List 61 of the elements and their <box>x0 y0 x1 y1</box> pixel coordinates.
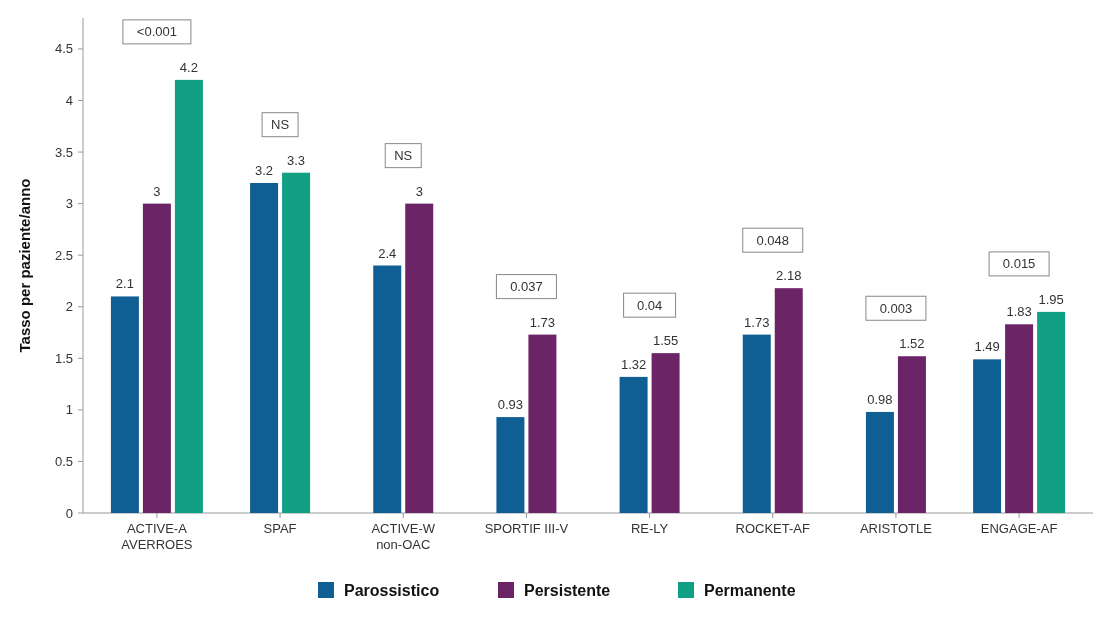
bar <box>528 334 557 513</box>
data-label: 3 <box>415 183 423 199</box>
annotation: 0.04 <box>636 297 663 313</box>
data-label: 1.32 <box>620 356 647 372</box>
data-label: 2.1 <box>115 276 134 292</box>
data-label: 4.2 <box>179 59 198 75</box>
legend-label: Persistente <box>524 581 611 599</box>
y-tick-label: 4.5 <box>54 41 73 57</box>
annotation: <0.001 <box>136 24 177 40</box>
x-tick-label: SPORTIF III-V <box>484 521 569 536</box>
bar <box>742 334 771 513</box>
bar <box>250 183 279 513</box>
y-tick-label: 2.5 <box>54 247 73 263</box>
y-tick-label: 1 <box>65 402 73 418</box>
x-tick-label: SPAF <box>263 521 297 536</box>
bar <box>1037 311 1066 513</box>
bar <box>865 411 894 513</box>
bar <box>373 265 402 513</box>
data-label: 1.73 <box>744 314 770 330</box>
bar <box>619 376 648 513</box>
x-tick-label: ARISTOTLE <box>859 521 933 536</box>
y-tick-label: 2 <box>65 299 73 315</box>
annotation: 0.003 <box>879 300 913 316</box>
data-label: 3.2 <box>255 163 274 178</box>
x-tick-label: ENGAGE-AF <box>980 521 1058 536</box>
bar <box>496 417 525 513</box>
y-tick-label: 0.5 <box>54 453 73 469</box>
annotation: 0.015 <box>1002 256 1036 272</box>
legend-label: Parossistico <box>344 581 440 599</box>
x-tick-label: RE-LY <box>630 521 669 536</box>
annotation: 0.048 <box>756 232 790 248</box>
y-tick-label: 3 <box>65 196 73 212</box>
bar <box>897 356 926 513</box>
data-label: 2.18 <box>776 268 802 284</box>
bar <box>405 203 434 513</box>
y-tick-label: 3.5 <box>54 144 73 160</box>
data-label: 2.4 <box>378 245 397 261</box>
annotation: 0.037 <box>510 279 543 295</box>
data-label: 0.93 <box>497 397 524 413</box>
data-label: 1.55 <box>652 333 679 349</box>
bar <box>174 79 203 513</box>
legend-label: Permanente <box>704 581 796 599</box>
y-tick-label: 1.5 <box>54 350 73 366</box>
bar <box>774 288 803 513</box>
data-label: 1.83 <box>1006 304 1032 320</box>
bar <box>651 353 680 513</box>
x-tick-label: ROCKET-AF <box>735 521 811 536</box>
data-label: 1.49 <box>974 339 1000 355</box>
data-label: 0.98 <box>867 391 893 407</box>
data-label: 1.52 <box>899 336 925 352</box>
annotation: NS <box>271 117 290 133</box>
y-tick-label: 0 <box>65 505 73 521</box>
x-tick-label: ACTIVE-A AVERROES <box>121 521 193 552</box>
annotation: NS <box>394 148 413 164</box>
data-label: 1.95 <box>1038 291 1064 307</box>
y-tick-label: 4 <box>65 93 73 109</box>
data-label: 3 <box>153 183 161 199</box>
data-label: 1.73 <box>529 314 556 330</box>
data-label: 3.3 <box>287 152 306 168</box>
x-tick-label: ACTIVE-W non-OAC <box>371 521 436 552</box>
y-axis-title: Tasso per paziente/anno <box>16 178 33 353</box>
